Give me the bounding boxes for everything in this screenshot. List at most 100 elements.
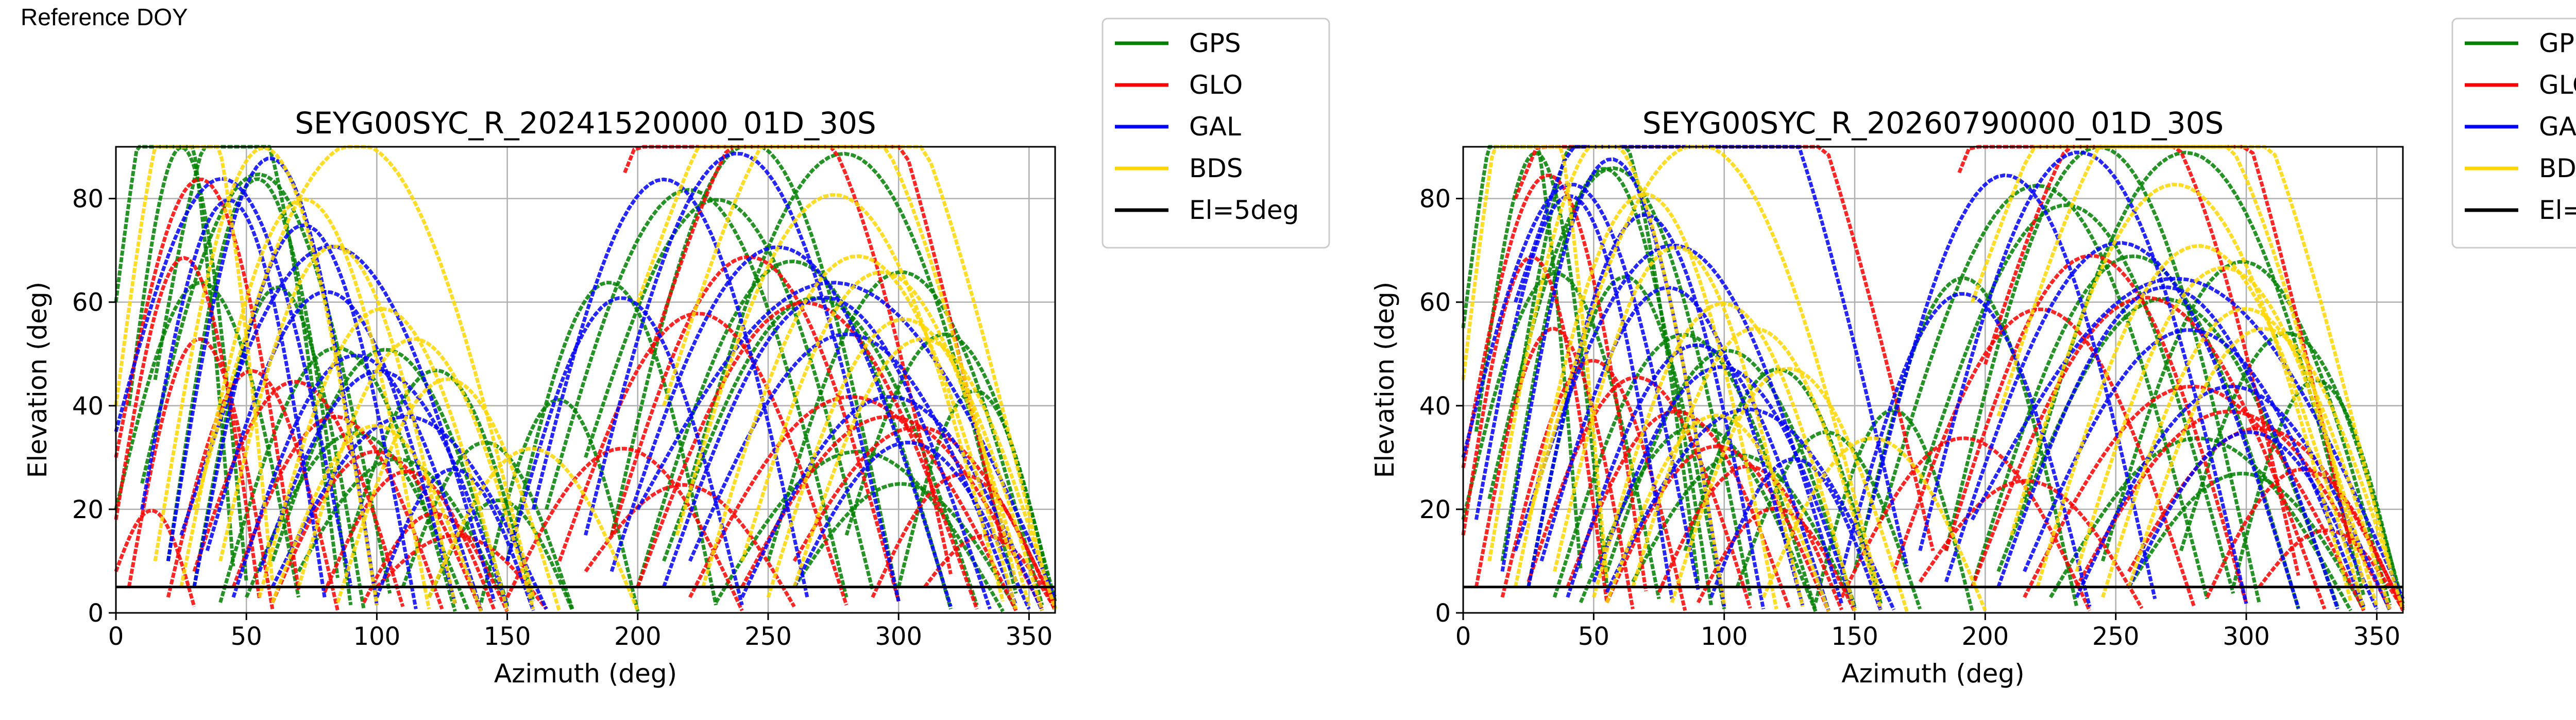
satellite-track — [609, 245, 953, 607]
satellite-track — [609, 255, 901, 602]
legend-frame — [1101, 18, 1330, 249]
satellite-track — [270, 450, 483, 612]
satellite-track — [1709, 457, 1883, 611]
satellite-track — [114, 281, 300, 598]
satellite-track — [1500, 167, 1713, 606]
satellite-track — [1461, 271, 1661, 599]
satellite-track — [166, 369, 340, 611]
satellite-track — [349, 368, 535, 602]
legend-frame — [2451, 18, 2576, 249]
legend: GPS GLO GAL BDS El=5deg — [1101, 18, 1330, 249]
x-tick-label: 250 — [2092, 622, 2140, 651]
x-tick-label: 200 — [1962, 622, 2009, 651]
satellite-track — [1918, 150, 2248, 604]
satellite-track — [688, 151, 1018, 594]
satellite-track — [2127, 430, 2379, 610]
axes-frame — [115, 146, 1056, 614]
satellite-track — [923, 534, 1057, 610]
satellite-track — [336, 377, 562, 612]
satellite-track — [714, 450, 1005, 612]
plot-area — [1461, 145, 2405, 612]
satellite-track — [2023, 384, 2366, 612]
satellite-track — [140, 198, 327, 598]
x-tick-label: 350 — [2353, 622, 2401, 651]
satellite-track — [766, 270, 1044, 606]
satellite-track — [2075, 266, 2379, 607]
x-axis-label: Azimuth (deg) — [1841, 659, 2024, 689]
y-tick-label: 40 — [72, 392, 104, 421]
y-tick-label: 0 — [88, 599, 104, 628]
figure-label: Reference DOY — [21, 4, 188, 30]
satellite-track — [792, 337, 1057, 610]
legend-label: GAL — [2539, 112, 2576, 142]
satellite-track — [636, 281, 1057, 598]
satellite-track — [2009, 182, 2353, 602]
satellite-track — [140, 172, 392, 594]
satellite-track — [2100, 306, 2392, 611]
legend-label: BDS — [2539, 153, 2576, 183]
satellite-track — [127, 337, 275, 610]
series-bds — [1461, 145, 2405, 612]
satellite-track — [179, 197, 431, 610]
y-tick-label: 40 — [1419, 392, 1451, 421]
satellite-track — [1461, 173, 1648, 592]
satellite-track — [1474, 327, 1635, 610]
satellite-track — [1657, 464, 1843, 611]
satellite-track — [2048, 436, 2352, 612]
satellite-track — [1892, 307, 2196, 607]
x-tick-label: 150 — [484, 622, 531, 651]
satellite-track — [1670, 367, 1909, 612]
x-tick-label: 0 — [1455, 622, 1471, 651]
x-tick-label: 250 — [744, 622, 792, 651]
satellite-track — [401, 440, 574, 610]
satellite-track — [2036, 244, 2366, 610]
satellite-track — [375, 467, 535, 611]
chart-panel-1: 0 50 100 150 200 250 300 350 0 20 40 60 80 SEYG00SYC_… — [23, 18, 1330, 689]
legend-label: GLO — [1189, 70, 1243, 100]
y-tick-label: 20 — [1419, 495, 1451, 524]
satellite-track — [114, 145, 235, 567]
satellite-track — [871, 472, 1057, 611]
y-tick-label: 80 — [72, 185, 104, 214]
satellite-track — [153, 146, 379, 606]
satellite-track — [2075, 384, 2392, 611]
satellite-track — [1474, 194, 1674, 599]
satellite-track — [1970, 277, 2405, 600]
satellite-track — [1944, 241, 2300, 609]
satellite-track — [584, 483, 796, 608]
satellite-track — [1970, 296, 2327, 610]
satellite-track — [1513, 192, 1778, 610]
satellite-track — [1566, 343, 1831, 611]
satellite-track — [505, 447, 744, 611]
satellite-track — [662, 296, 992, 610]
y-tick-label: 20 — [72, 495, 104, 524]
satellite-track — [270, 415, 548, 610]
satellite-track — [218, 244, 457, 606]
satellite-track — [323, 469, 496, 611]
x-tick-label: 0 — [108, 622, 124, 651]
y-tick-label: 0 — [1435, 599, 1451, 628]
satellite-track — [192, 380, 405, 607]
satellite-track — [114, 145, 275, 582]
satellite-track — [192, 285, 366, 610]
satellite-track — [427, 447, 640, 611]
satellite-track — [270, 423, 483, 612]
x-tick-label: 50 — [231, 622, 262, 651]
satellite-track — [792, 482, 1018, 610]
satellite-track — [1918, 478, 2144, 609]
x-tick-label: 300 — [875, 622, 922, 651]
satellite-track — [231, 353, 483, 611]
satellite-track — [844, 332, 1057, 602]
legend-label: GAL — [1189, 112, 1241, 142]
satellite-track — [1735, 430, 1922, 610]
satellite-track — [1944, 253, 2248, 604]
satellite-track — [166, 177, 353, 606]
x-tick-label: 50 — [1578, 622, 1609, 651]
satellite-track — [688, 395, 1018, 612]
satellite-track — [545, 187, 849, 598]
satellite-track — [531, 177, 809, 598]
satellite-track — [1631, 327, 1883, 610]
legend-label: GPS — [2539, 28, 2576, 58]
y-axis-label: Elevation (deg) — [23, 282, 53, 478]
